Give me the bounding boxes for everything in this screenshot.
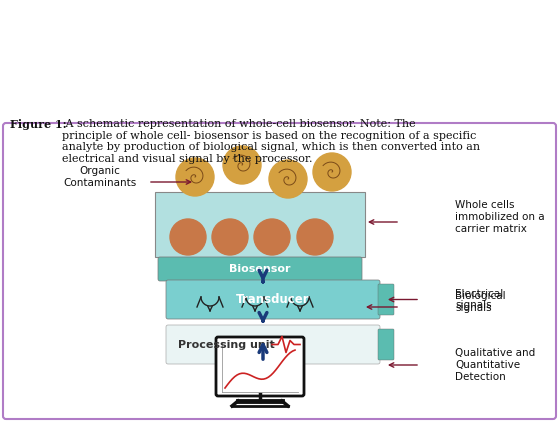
Text: Biological
signals: Biological signals <box>455 291 506 313</box>
FancyBboxPatch shape <box>158 257 362 281</box>
FancyBboxPatch shape <box>166 280 380 319</box>
Text: Qualitative and
Quantitative
Detection: Qualitative and Quantitative Detection <box>455 349 536 381</box>
Circle shape <box>269 160 307 198</box>
Text: Biosensor: Biosensor <box>229 264 291 274</box>
Circle shape <box>254 219 290 255</box>
Text: Electrical
signals: Electrical signals <box>455 289 503 310</box>
Text: Processing unit: Processing unit <box>178 340 274 349</box>
FancyBboxPatch shape <box>155 192 365 257</box>
Circle shape <box>223 146 261 184</box>
Text: Figure 1:: Figure 1: <box>10 119 67 130</box>
Text: Whole cells
immobilized on a
carrier matrix: Whole cells immobilized on a carrier mat… <box>455 200 544 234</box>
Circle shape <box>212 219 248 255</box>
Text: Transducer: Transducer <box>236 293 310 306</box>
FancyBboxPatch shape <box>166 325 380 364</box>
FancyBboxPatch shape <box>3 123 556 419</box>
Circle shape <box>313 153 351 191</box>
Circle shape <box>170 219 206 255</box>
Circle shape <box>297 219 333 255</box>
Circle shape <box>176 158 214 196</box>
Text: Organic
Contaminants: Organic Contaminants <box>63 166 136 188</box>
Text: A schematic representation of whole-cell biosensor. Note: The
principle of whole: A schematic representation of whole-cell… <box>62 119 480 164</box>
FancyBboxPatch shape <box>378 284 394 315</box>
FancyBboxPatch shape <box>378 329 394 360</box>
FancyBboxPatch shape <box>216 337 304 396</box>
